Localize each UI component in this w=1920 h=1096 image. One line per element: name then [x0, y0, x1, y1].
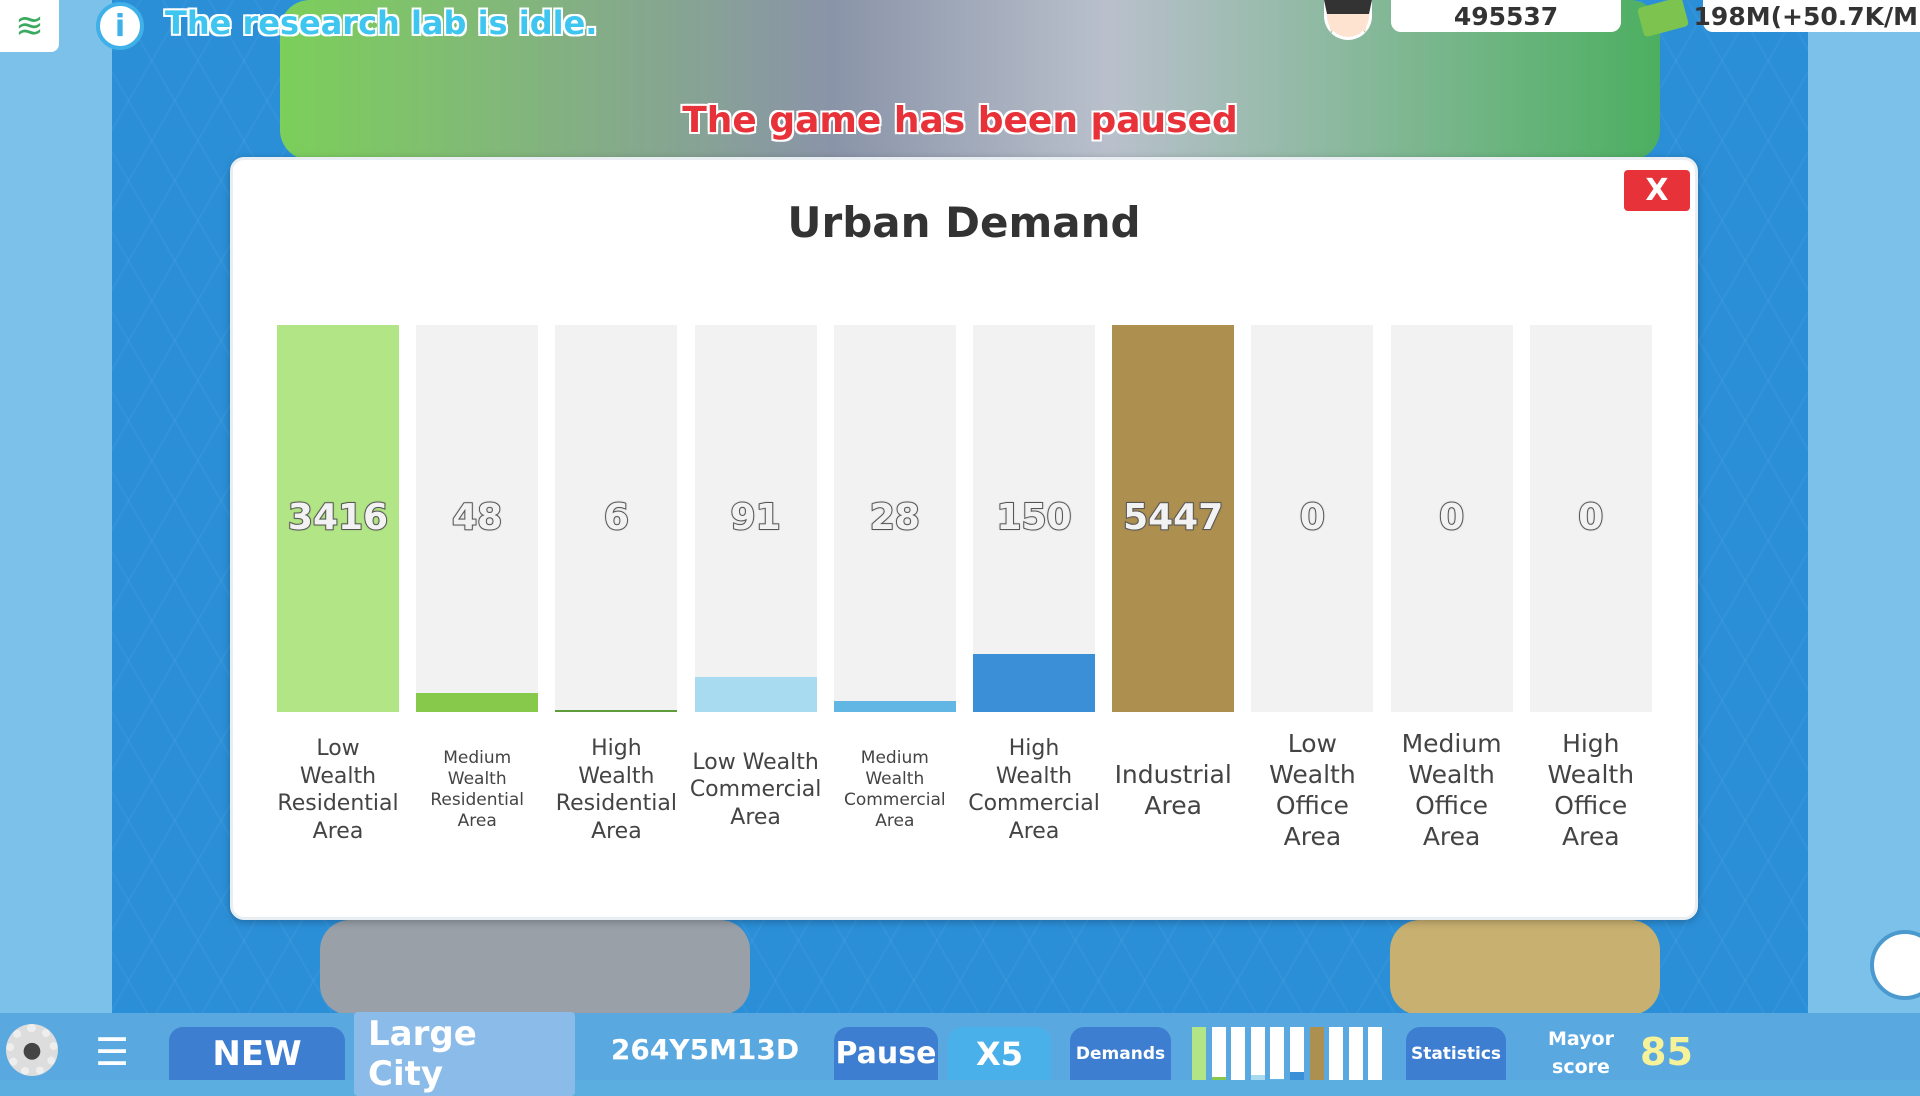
- demand-bar: 6: [555, 325, 677, 712]
- city-tiles-bottom-right[interactable]: [1390, 920, 1660, 1015]
- demand-label: Industrial Area: [1112, 742, 1234, 838]
- dialog-title: Urban Demand: [233, 198, 1695, 247]
- demand-column: 3416 Low Wealth Residential Area: [277, 325, 399, 838]
- mayor-score-value: 85: [1640, 1030, 1693, 1074]
- close-button[interactable]: X: [1624, 170, 1690, 211]
- demand-value: 91: [695, 497, 817, 538]
- demand-column: 91 Low Wealth Commercial Area: [695, 325, 817, 838]
- demand-column: 150 High Wealth Commercial Area: [973, 325, 1095, 838]
- demand-bar: 0: [1391, 325, 1513, 712]
- demand-column: 48 Medium Wealth Residential Area: [416, 325, 538, 838]
- city-size-label[interactable]: Large City: [354, 1012, 575, 1096]
- game-date: 264Y5M13D: [600, 1033, 810, 1066]
- population-display: 495537: [1391, 0, 1621, 32]
- demand-bar: 91: [695, 325, 817, 712]
- mini-demand-bar[interactable]: [1349, 1027, 1363, 1080]
- mini-demand-fill: [1192, 1027, 1206, 1080]
- layers-icon[interactable]: ≋: [0, 0, 59, 52]
- demand-bar: 3416: [277, 325, 399, 712]
- demand-label: High Wealth Residential Area: [555, 742, 677, 838]
- mini-demand-bar[interactable]: [1251, 1027, 1265, 1080]
- demand-label: Medium Wealth Commercial Area: [834, 742, 956, 838]
- mini-demand-bar[interactable]: [1270, 1027, 1284, 1080]
- demand-label: High Wealth Office Area: [1530, 742, 1652, 838]
- demand-value: 0: [1251, 497, 1373, 538]
- demand-bar: 5447: [1112, 325, 1234, 712]
- demand-label: Low Wealth Office Area: [1251, 742, 1373, 838]
- research-status: The research lab is idle.: [165, 4, 597, 42]
- demand-bar-fill: [695, 677, 817, 712]
- settings-gear-icon[interactable]: ●: [6, 1024, 58, 1076]
- demand-column: 28 Medium Wealth Commercial Area: [834, 325, 956, 838]
- demand-bar: 0: [1530, 325, 1652, 712]
- mini-demand-bar[interactable]: [1310, 1027, 1324, 1080]
- demand-label: Low Wealth Residential Area: [277, 742, 399, 838]
- demand-value: 28: [834, 497, 956, 538]
- demand-value: 6: [555, 497, 677, 538]
- demand-label: Medium Wealth Office Area: [1391, 742, 1513, 838]
- demand-bar-fill: [555, 710, 677, 712]
- demand-bar: 28: [834, 325, 956, 712]
- new-button[interactable]: NEW: [169, 1027, 345, 1080]
- mini-demand-fill: [1310, 1027, 1324, 1080]
- demand-column: 0 Medium Wealth Office Area: [1391, 325, 1513, 838]
- mini-demand-fill: [1290, 1072, 1304, 1080]
- demand-value: 5447: [1112, 497, 1234, 538]
- demand-column: 6 High Wealth Residential Area: [555, 325, 677, 838]
- demand-bar: 48: [416, 325, 538, 712]
- mayor-score-label: Mayor score: [1535, 1025, 1627, 1081]
- demand-label: Low Wealth Commercial Area: [695, 742, 817, 838]
- info-icon[interactable]: i: [96, 2, 144, 50]
- paused-message: The game has been paused: [0, 100, 1920, 141]
- demand-bar-fill: [973, 654, 1095, 712]
- demand-bar: 0: [1251, 325, 1373, 712]
- demand-value: 3416: [277, 497, 399, 538]
- urban-demand-dialog: Urban Demand X 3416 Low Wealth Residentia…: [230, 157, 1698, 920]
- demand-bar-fill: [416, 693, 538, 712]
- mini-demand-bar[interactable]: [1212, 1027, 1226, 1080]
- city-tiles-bottom-left[interactable]: [320, 920, 750, 1015]
- mini-demand-bar[interactable]: [1368, 1027, 1382, 1080]
- pause-button[interactable]: Pause: [834, 1027, 938, 1080]
- map-edge-left: [0, 0, 112, 1020]
- demand-bar-fill: [834, 701, 956, 712]
- demand-bar: 150: [973, 325, 1095, 712]
- mini-demand-bar[interactable]: [1192, 1027, 1206, 1080]
- demand-value: 150: [973, 497, 1095, 538]
- mini-demand-fill: [1251, 1075, 1265, 1080]
- demand-column: 5447 Industrial Area: [1112, 325, 1234, 838]
- map-edge-right: [1808, 0, 1920, 1020]
- menu-list-icon[interactable]: ☰: [95, 1027, 147, 1077]
- statistics-button[interactable]: Statistics: [1406, 1027, 1506, 1080]
- mini-demand-bar[interactable]: [1290, 1027, 1304, 1080]
- demand-value: 0: [1391, 497, 1513, 538]
- demand-label: High Wealth Commercial Area: [973, 742, 1095, 838]
- mini-demand-bar[interactable]: [1231, 1027, 1245, 1080]
- demand-label: Medium Wealth Residential Area: [416, 742, 538, 838]
- money-display: 198M(+50.7K/M): [1703, 0, 1920, 32]
- demand-value: 0: [1530, 497, 1652, 538]
- demand-column: 0 Low Wealth Office Area: [1251, 325, 1373, 838]
- mini-demand-bar[interactable]: [1329, 1027, 1343, 1080]
- demand-value: 48: [416, 497, 538, 538]
- speed-button[interactable]: X5: [948, 1027, 1051, 1080]
- demands-button[interactable]: Demands: [1070, 1027, 1171, 1080]
- demand-column: 0 High Wealth Office Area: [1530, 325, 1652, 838]
